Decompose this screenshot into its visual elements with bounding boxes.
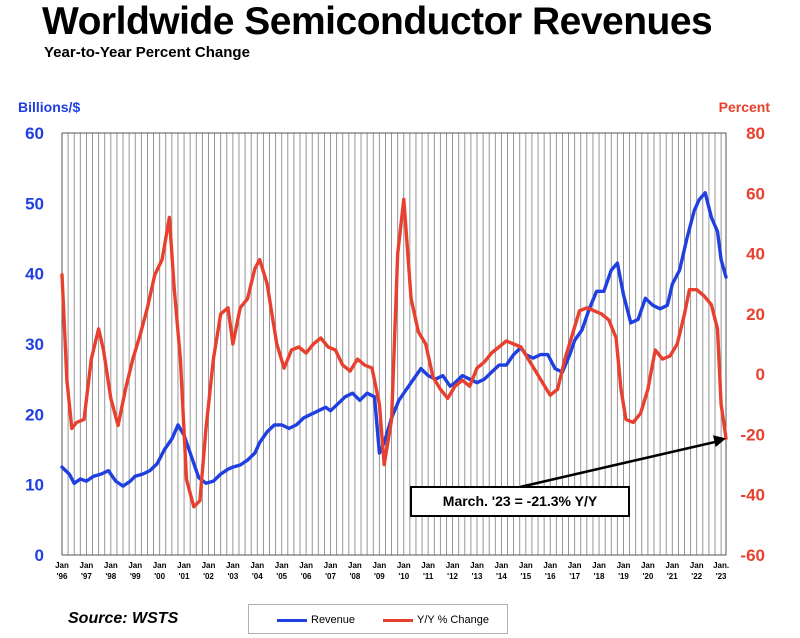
x-axis-tick-label-bottom: '20 (642, 572, 653, 581)
x-axis-tick-label-bottom: '12 (447, 572, 458, 581)
x-axis-tick-label-bottom: '01 (179, 572, 190, 581)
series-line-revenue (60, 191, 728, 488)
legend-label-revenue: Revenue (311, 614, 356, 626)
x-axis-tick-label-top: Jan (324, 561, 338, 570)
right-axis-label: Percent (719, 99, 771, 115)
annotation-arrow (519, 435, 726, 489)
left-axis-tick-label: 30 (25, 335, 44, 354)
x-axis-tick-label-bottom: '15 (520, 572, 531, 581)
x-axis-tick-label-top: Jan (226, 561, 240, 570)
series-line-y-y-change (60, 197, 728, 509)
x-axis-tick-label-bottom: '97 (81, 572, 92, 581)
x-axis-tick-label-top: Jan (592, 561, 606, 570)
x-axis-tick-label-bottom: '19 (618, 572, 629, 581)
x-axis-tick-label-top: Jan (495, 561, 509, 570)
x-axis-tick-label-top: Jan (250, 561, 264, 570)
source-label: Source: WSTS (68, 610, 179, 627)
x-axis-tick-label-top: Jan (470, 561, 484, 570)
x-axis-tick-label-bottom: '03 (227, 572, 238, 581)
annotation-arrow-line (519, 439, 723, 489)
x-axis-tick-label-bottom: '07 (325, 572, 336, 581)
x-axis-tick-label-bottom: '96 (57, 572, 68, 581)
x-axis-tick-label-bottom: '22 (691, 572, 702, 581)
x-axis-tick-label-bottom: '04 (252, 572, 263, 581)
left-axis-tick-label: 50 (25, 194, 44, 213)
x-axis-tick-label-bottom: '99 (130, 572, 141, 581)
x-axis-tick-label-bottom: '17 (569, 572, 580, 581)
left-axis-tick-label: 10 (25, 476, 44, 495)
x-axis-tick-label-bottom: '23 (716, 572, 727, 581)
x-axis-tick-label-top: Jan (128, 561, 142, 570)
annotation-arrow-head (712, 435, 726, 447)
right-axis-tick-label: 0 (756, 365, 765, 384)
x-axis-tick-label-top: Jan (446, 561, 460, 570)
legend-label-yoy: Y/Y % Change (417, 614, 489, 626)
right-axis-tick-label: 60 (746, 184, 765, 203)
x-axis-tick-label-bottom: '02 (203, 572, 214, 581)
x-axis-tick-label-bottom: '21 (667, 572, 678, 581)
x-axis-tick-label-bottom: '08 (350, 572, 361, 581)
x-axis-tick-label-top: Jan (202, 561, 216, 570)
x-axis-tick-label-top: Jan (690, 561, 704, 570)
x-axis-tick-label-bottom: '00 (154, 572, 165, 581)
legend: Revenue Y/Y % Change (248, 604, 508, 634)
left-axis-tick-label: 60 (25, 124, 44, 143)
left-axis-tick-label: 40 (25, 265, 44, 284)
left-axis-label: Billions/$ (18, 99, 80, 115)
x-axis-tick-label-bottom: '05 (276, 572, 287, 581)
right-axis-ticks: -60 -40 -20 0 20 40 60 80 (740, 124, 765, 565)
legend-item-revenue: Revenue (277, 613, 355, 627)
x-axis-tick-label-top: Jan (397, 561, 411, 570)
chart-subtitle: Year-to-Year Percent Change (44, 44, 250, 61)
chart-title: Worldwide Semiconductor Revenues (42, 0, 713, 43)
x-axis-tick-label-top: Jan (55, 561, 69, 570)
legend-swatch-yoy (383, 618, 413, 622)
right-axis-tick-label: 20 (746, 305, 765, 324)
right-axis-tick-label: -20 (740, 425, 765, 444)
right-axis-tick-label: 40 (746, 245, 765, 264)
left-axis-tick-label: 20 (25, 405, 44, 424)
x-axis-tick-label-bottom: '11 (423, 572, 434, 581)
x-axis-tick-label-bottom: '16 (545, 572, 556, 581)
left-axis-ticks: 0 10 20 30 40 50 60 (25, 124, 44, 565)
right-axis-tick-label: -60 (740, 546, 765, 565)
x-axis-tick-label-bottom: '10 (398, 572, 409, 581)
x-axis-ticks: Jan '96 Jan '97 Jan '98 Jan '99 Jan '00 Jan '01 Jan '… (55, 561, 729, 581)
x-axis-tick-label-top: Jan (348, 561, 362, 570)
series-group (60, 191, 728, 509)
x-axis-tick-label-top: Jan (568, 561, 582, 570)
x-axis-tick-label-top: Jan (299, 561, 313, 570)
x-axis-tick-label-top: Jan (641, 561, 655, 570)
x-axis-tick-label-top: Jan. (713, 561, 729, 570)
annotation-callout: March. '23 = -21.3% Y/Y (410, 486, 630, 517)
x-axis-tick-label-bottom: '98 (105, 572, 116, 581)
grid (61, 132, 727, 556)
left-axis-tick-label: 0 (35, 546, 44, 565)
right-axis-tick-label: 80 (746, 124, 765, 143)
x-axis-tick-label-top: Jan (153, 561, 167, 570)
x-axis-tick-label-top: Jan (665, 561, 679, 570)
x-axis-tick-label-top: Jan (177, 561, 191, 570)
x-axis-tick-label-bottom: '14 (496, 572, 507, 581)
x-axis-tick-label-top: Jan (617, 561, 631, 570)
x-axis-tick-label-top: Jan (372, 561, 386, 570)
x-axis-tick-label-bottom: '06 (301, 572, 312, 581)
x-axis-tick-label-top: Jan (543, 561, 557, 570)
x-axis-tick-label-top: Jan (275, 561, 289, 570)
plot-border (61, 132, 727, 556)
legend-item-yoy: Y/Y % Change (383, 613, 489, 627)
x-axis-tick-label-bottom: '18 (594, 572, 605, 581)
x-axis-tick-label-top: Jan (519, 561, 533, 570)
x-axis-tick-label-top: Jan (104, 561, 118, 570)
x-axis-tick-label-top: Jan (421, 561, 435, 570)
right-axis-tick-label: -40 (740, 486, 765, 505)
legend-swatch-revenue (277, 618, 307, 622)
x-axis-tick-label-top: Jan (80, 561, 94, 570)
x-axis-tick-label-bottom: '09 (374, 572, 385, 581)
x-axis-tick-label-bottom: '13 (472, 572, 483, 581)
